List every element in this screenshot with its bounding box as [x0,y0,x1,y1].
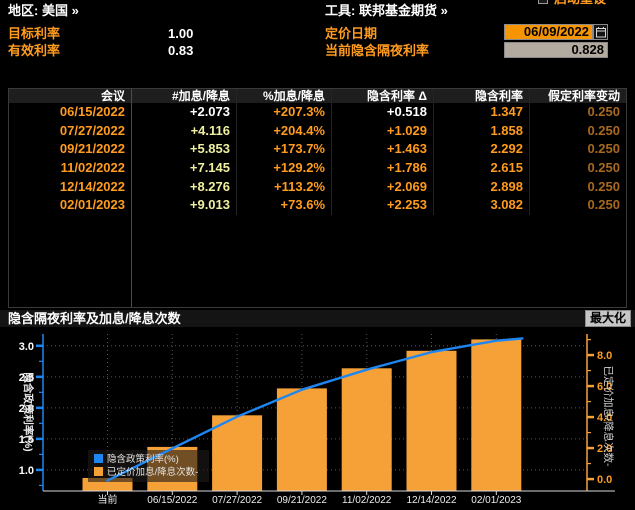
table-cell: 0.250 [529,103,626,122]
table-cell: +207.3% [236,103,331,122]
table-cell: 02/01/2023 [59,197,125,213]
svg-text:11/02/2022: 11/02/2022 [342,495,392,505]
table-cell: 0.250 [529,140,626,160]
table-cell: 3.082 [433,196,529,216]
table-cell: 0.250 [529,159,626,178]
svg-text:0.0: 0.0 [597,474,612,486]
region-label: 地区: [8,3,39,18]
table-cell: +173.7% [236,140,331,160]
region-row: 地区: 美国 » [8,3,79,19]
calendar-button[interactable] [593,24,608,40]
column-header[interactable]: 会议 [100,89,125,103]
svg-text:隐含政策利率(%): 隐含政策利率(%) [22,372,35,451]
pricing-date-label: 定价日期 [325,26,378,41]
table-cell: +73.6% [236,196,331,216]
svg-text:8.0: 8.0 [597,350,612,362]
pricing-date-input[interactable]: 06/09/2022 [504,24,593,40]
table-cell: +2.253 [331,196,433,216]
table-row[interactable]: 09/21/2022 +5.853 +173.7% +1.463 2.292 0.250 [9,140,626,160]
table-cell: 2.898 [433,177,529,197]
table-cell: 11/02/2022 [60,160,125,176]
table-cell: 06/15/2022 [59,104,125,119]
table-cell: +1.029 [331,121,433,141]
svg-text:已定价加息/降息次数-: 已定价加息/降息次数- [602,366,615,467]
meetings-table: 会议 #加息/降息 %加息/降息 隐含利率 Δ 隐含利率 假定利率变动 06/15/202… [8,88,627,308]
table-row[interactable]: 12/14/2022 +8.276 +113.2% +2.069 2.898 0.250 [9,177,626,197]
table-cell: +4.116 [131,121,236,141]
table-row[interactable]: 02/01/2023 +9.013 +73.6% +2.253 3.082 0.250 [9,196,626,216]
column-header[interactable]: 假定利率变动 [529,89,626,103]
table-cell: 07/27/2022 [59,122,125,138]
column-header[interactable]: 隐含利率 [433,89,529,103]
table-cell: 0.250 [529,121,626,141]
table-cell: +9.013 [131,196,236,216]
table-cell: +2.073 [131,103,236,122]
reset-checkbox[interactable] [538,0,548,4]
svg-text:1.5: 1.5 [19,434,34,446]
current-implied-input[interactable]: 0.828 [504,42,608,58]
svg-text:隐含政策利率(%): 隐含政策利率(%) [107,453,179,465]
calendar-icon [595,26,606,37]
svg-text:06/15/2022: 06/15/2022 [147,495,197,505]
table-cell: +8.276 [131,177,236,197]
tool-value[interactable]: 联邦基金期货 » [358,3,448,18]
svg-text:已定价加息/降息次数-: 已定价加息/降息次数- [107,466,198,478]
svg-text:02/01/2023: 02/01/2023 [471,495,521,505]
table-cell: 2.615 [433,159,529,178]
svg-text:6.0: 6.0 [597,381,612,393]
table-cell: +5.853 [131,140,236,160]
svg-text:07/27/2022: 07/27/2022 [212,495,262,505]
table-cell: +2.069 [331,177,433,197]
table-cell: +113.2% [236,177,331,197]
maximize-button[interactable]: 最大化 [584,310,631,327]
table-cell: +1.463 [331,140,433,160]
svg-text:1.0: 1.0 [19,465,34,477]
table-cell: +1.786 [331,159,433,178]
table-empty-area [9,215,626,307]
chart-section-bar: 隐含隔夜利率及加息/降息次数 最大化 [0,310,635,327]
svg-text:当前: 当前 [98,493,118,505]
table-cell: +7.145 [131,159,236,178]
svg-text:3.0: 3.0 [19,341,34,353]
table-cell: 1.858 [433,121,529,141]
table-cell: 12/14/2022 [59,178,125,194]
region-value[interactable]: 美国 » [41,3,79,18]
target-rate-value: 1.00 [168,26,194,41]
tool-label: 工具: [325,3,356,18]
effective-rate-label: 有效利率 [8,43,61,58]
chart-canvas[interactable]: 隐含政策利率(%)已定价加息/降息次数-1.01.52.02.53.00.02.… [0,328,635,506]
svg-text:2.0: 2.0 [597,443,612,455]
table-body: 06/15/2022 +2.073 +207.3% +0.518 1.347 0.250 0… [9,103,626,216]
implied-rate-chart: 隐含政策利率(%) 已定价加息/降息次数- 1.0 1.5 2.0 2.5 3.0 0.0 2.… [0,328,635,506]
target-rate-label: 目标利率 [8,26,61,41]
table-row[interactable]: 11/02/2022 +7.145 +129.2% +1.786 2.615 0.250 [9,159,626,178]
svg-text:09/21/2022: 09/21/2022 [277,495,327,505]
column-header[interactable]: 隐含利率 Δ [331,89,433,103]
table-cell: 2.292 [433,140,529,160]
table-cell: 1.347 [433,103,529,122]
column-header[interactable]: #加息/降息 [131,89,236,103]
svg-text:4.0: 4.0 [597,412,612,424]
table-row[interactable]: 07/27/2022 +4.116 +204.4% +1.029 1.858 0.250 [9,121,626,141]
table-cell: +0.518 [331,103,433,122]
svg-text:2.0: 2.0 [19,403,34,415]
table-cell: 09/21/2022 [59,141,125,157]
svg-text:12/14/2022: 12/14/2022 [406,495,456,505]
reset-label[interactable]: 启动重设 [554,0,606,7]
table-cell: 0.250 [529,177,626,197]
table-cell: 0.250 [529,196,626,216]
chart-section-title: 隐含隔夜利率及加息/降息次数 [8,311,181,326]
table-header-row: 会议 #加息/降息 %加息/降息 隐含利率 Δ 隐含利率 假定利率变动 [9,88,626,103]
svg-text:2.5: 2.5 [19,372,34,384]
table-cell: +129.2% [236,159,331,178]
current-implied-label: 当前隐含隔夜利率 [325,43,430,58]
table-row[interactable]: 06/15/2022 +2.073 +207.3% +0.518 1.347 0.250 [9,103,626,122]
effective-rate-value: 0.83 [168,43,194,58]
table-cell: +204.4% [236,121,331,141]
column-header[interactable]: %加息/降息 [236,89,331,103]
tool-row: 工具: 联邦基金期货 » [325,3,448,19]
